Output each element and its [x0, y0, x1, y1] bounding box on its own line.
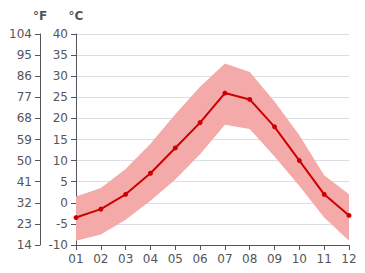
svg-text:02: 02	[93, 252, 108, 266]
svg-text:68: 68	[17, 111, 32, 125]
svg-text:°F: °F	[33, 9, 47, 23]
svg-text:10: 10	[53, 154, 68, 168]
svg-text:06: 06	[192, 252, 207, 266]
svg-text:50: 50	[17, 154, 32, 168]
svg-text:20: 20	[53, 111, 68, 125]
svg-text:25: 25	[53, 90, 68, 104]
svg-text:0: 0	[60, 196, 68, 210]
svg-text:32: 32	[17, 196, 32, 210]
svg-text:04: 04	[143, 252, 158, 266]
svg-text:77: 77	[17, 90, 32, 104]
svg-text:11: 11	[317, 252, 332, 266]
svg-text:14: 14	[17, 238, 32, 252]
svg-text:86: 86	[17, 69, 32, 83]
svg-text:95: 95	[17, 48, 32, 62]
svg-text:03: 03	[118, 252, 133, 266]
svg-text:-10: -10	[48, 238, 68, 252]
svg-text:40: 40	[53, 27, 68, 41]
svg-text:01: 01	[68, 252, 83, 266]
svg-text:09: 09	[267, 252, 282, 266]
svg-text:5: 5	[60, 175, 68, 189]
svg-text:°C: °C	[69, 9, 84, 23]
svg-text:07: 07	[217, 252, 232, 266]
svg-text:10: 10	[292, 252, 307, 266]
svg-text:104: 104	[9, 27, 32, 41]
svg-text:30: 30	[53, 69, 68, 83]
svg-text:41: 41	[17, 175, 32, 189]
svg-text:05: 05	[168, 252, 183, 266]
svg-text:23: 23	[17, 217, 32, 231]
svg-text:35: 35	[53, 48, 68, 62]
svg-text:12: 12	[341, 252, 356, 266]
svg-text:59: 59	[17, 133, 32, 147]
svg-text:08: 08	[242, 252, 257, 266]
svg-text:15: 15	[53, 133, 68, 147]
svg-text:-5: -5	[56, 217, 68, 231]
